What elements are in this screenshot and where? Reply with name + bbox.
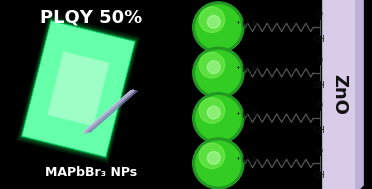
Text: $^+$H$_3$N: $^+$H$_3$N [234,155,260,168]
Circle shape [193,93,244,144]
Circle shape [196,50,241,95]
Polygon shape [356,0,363,189]
Circle shape [193,47,244,98]
Polygon shape [20,18,137,160]
Polygon shape [16,14,141,164]
Circle shape [207,61,220,74]
Circle shape [199,52,225,78]
Text: OH: OH [314,35,326,44]
Text: OH: OH [314,81,326,90]
Circle shape [199,98,225,123]
Text: O: O [317,56,323,65]
Circle shape [196,96,241,141]
Circle shape [199,143,225,169]
Text: O: O [317,10,323,19]
Circle shape [196,141,241,186]
Circle shape [193,138,244,189]
Text: ZnO: ZnO [330,74,348,115]
Circle shape [207,106,220,119]
Text: O: O [317,101,323,110]
Polygon shape [322,0,356,189]
Text: PLQY 50%: PLQY 50% [40,9,142,26]
Text: $^+$H$_3$N: $^+$H$_3$N [234,109,260,123]
Text: MAPbBr₃ NPs: MAPbBr₃ NPs [45,166,137,179]
Circle shape [207,15,220,28]
Circle shape [196,5,241,50]
Text: OH: OH [314,171,326,180]
Circle shape [199,7,225,33]
Circle shape [207,152,220,164]
Polygon shape [47,51,109,126]
Circle shape [193,2,244,53]
Text: $^+$H$_3$N: $^+$H$_3$N [234,19,260,32]
Polygon shape [22,21,135,157]
Text: $^+$H$_3$N: $^+$H$_3$N [234,64,260,77]
Text: OH: OH [314,126,326,135]
Polygon shape [21,19,136,158]
Text: O: O [317,146,323,156]
Polygon shape [18,16,139,162]
